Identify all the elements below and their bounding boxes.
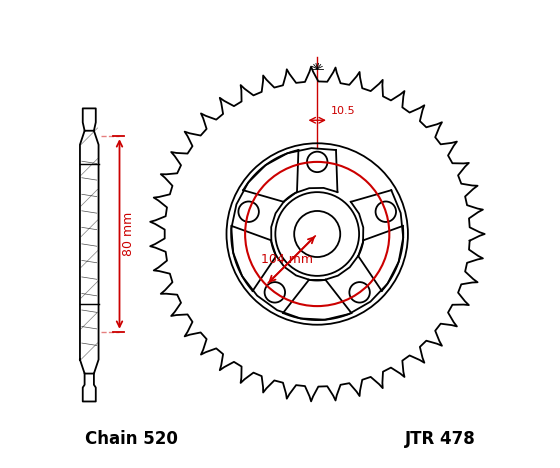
Text: 80 mm: 80 mm [122, 212, 135, 256]
Text: Chain 520: Chain 520 [85, 430, 178, 448]
Text: JTR 478: JTR 478 [405, 430, 475, 448]
Text: 10.5: 10.5 [331, 106, 356, 116]
Text: 104 mm: 104 mm [261, 253, 313, 265]
